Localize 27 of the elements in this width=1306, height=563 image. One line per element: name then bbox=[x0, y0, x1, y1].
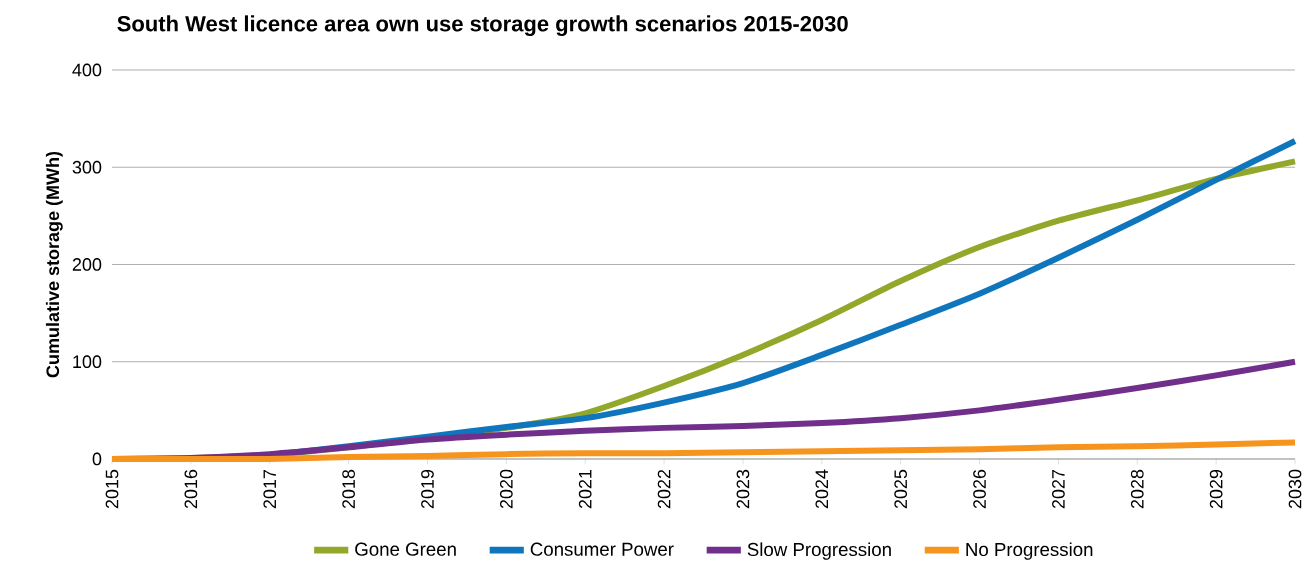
x-tick-label: 2015 bbox=[105, 469, 119, 509]
y-tick-label: 0 bbox=[92, 452, 102, 466]
x-tick-label: 2027 bbox=[1052, 469, 1065, 509]
legend-label: Consumer Power bbox=[530, 542, 674, 556]
chart-title: South West licence area own use storage growth scenarios 2015-2030 bbox=[117, 15, 848, 36]
x-tick-label: 2020 bbox=[499, 469, 513, 509]
legend-label: No Progression bbox=[966, 542, 1093, 560]
y-tick-label: 200 bbox=[72, 258, 102, 271]
x-tick-label: 2019 bbox=[421, 469, 434, 509]
x-tick-label: 2023 bbox=[736, 469, 750, 509]
x-tick-label: 2021 bbox=[578, 469, 592, 509]
x-tick-label: 2018 bbox=[342, 469, 355, 509]
x-tick-label: 2025 bbox=[894, 469, 908, 509]
y-tick-label: 300 bbox=[72, 160, 102, 174]
y-tick-label: 100 bbox=[73, 355, 102, 368]
x-tick-label: 2024 bbox=[815, 469, 829, 509]
y-axis-title: Cumulative storage (MWh) bbox=[45, 151, 63, 378]
x-tick-label: 2026 bbox=[973, 469, 986, 509]
y-tick-label: 400 bbox=[72, 63, 102, 77]
x-tick-label: 2022 bbox=[657, 469, 671, 509]
x-tick-label: 2030 bbox=[1288, 469, 1302, 509]
legend-label: Gone Green bbox=[355, 542, 456, 556]
legend-label: Slow Progression bbox=[747, 542, 891, 560]
x-tick-label: 2028 bbox=[1130, 469, 1144, 509]
x-tick-label: 2029 bbox=[1209, 469, 1223, 509]
x-tick-label: 2016 bbox=[184, 469, 198, 509]
x-tick-label: 2017 bbox=[263, 469, 277, 509]
